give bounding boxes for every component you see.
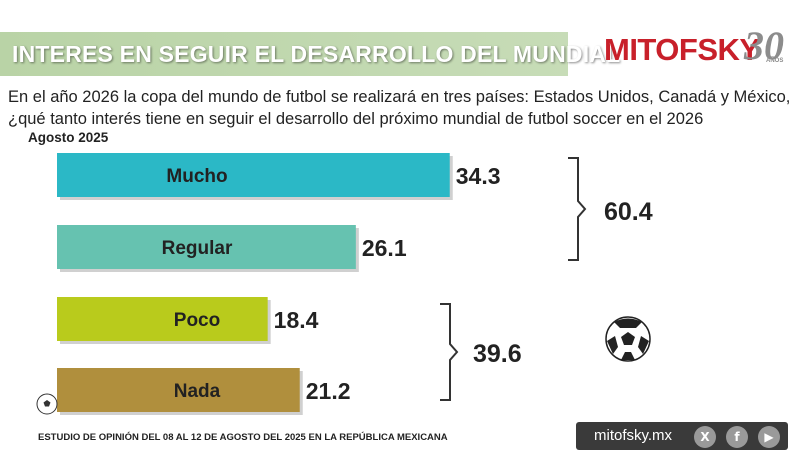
category-label: Mucho bbox=[166, 166, 227, 187]
group-total-label: 60.4 bbox=[604, 198, 653, 226]
footer-bar bbox=[576, 422, 788, 450]
soccer-ball-patch bbox=[607, 336, 618, 354]
soccer-ball-small-icon bbox=[36, 393, 58, 415]
survey-question: En el año 2026 la copa del mundo de futb… bbox=[8, 88, 791, 128]
soccer-ball-patch bbox=[621, 332, 635, 345]
logo-anniversary: 30 bbox=[744, 23, 784, 68]
soccer-ball-patch bbox=[614, 318, 642, 328]
bar-nada bbox=[57, 368, 300, 412]
logo-anniversary-sub: AÑOS bbox=[766, 58, 784, 64]
title-band bbox=[0, 32, 568, 76]
data-label: 34.3 bbox=[456, 163, 501, 189]
footer-note: ESTUDIO DE OPINIÓN DEL 08 AL 12 DE AGOST… bbox=[38, 432, 448, 443]
group-total-label: 39.6 bbox=[473, 340, 522, 368]
soccer-ball-patch bbox=[621, 352, 635, 360]
data-label: 21.2 bbox=[306, 378, 351, 404]
bar-regular bbox=[57, 225, 356, 269]
youtube-icon[interactable]: ▶ bbox=[758, 426, 780, 448]
x-icon[interactable]: X bbox=[694, 426, 716, 448]
bar-mucho bbox=[57, 153, 450, 197]
bracket-top bbox=[568, 157, 587, 261]
bracket-bottom bbox=[440, 303, 459, 401]
bar-poco bbox=[57, 297, 268, 341]
chart-subtitle: Agosto 2025 bbox=[28, 130, 109, 145]
facebook-icon[interactable]: f bbox=[726, 426, 748, 448]
data-label: 18.4 bbox=[274, 307, 319, 333]
page-title: INTERES EN SEGUIR EL DESARROLLO DEL MUND… bbox=[12, 41, 621, 67]
category-label: Regular bbox=[162, 238, 233, 259]
website-link[interactable]: mitofsky.mx bbox=[594, 427, 673, 444]
data-label: 26.1 bbox=[362, 235, 407, 261]
category-label: Poco bbox=[174, 310, 220, 331]
soccer-ball-patch bbox=[638, 336, 649, 354]
logo-text: MITOFSKY bbox=[604, 32, 760, 67]
category-label: Nada bbox=[174, 381, 221, 402]
